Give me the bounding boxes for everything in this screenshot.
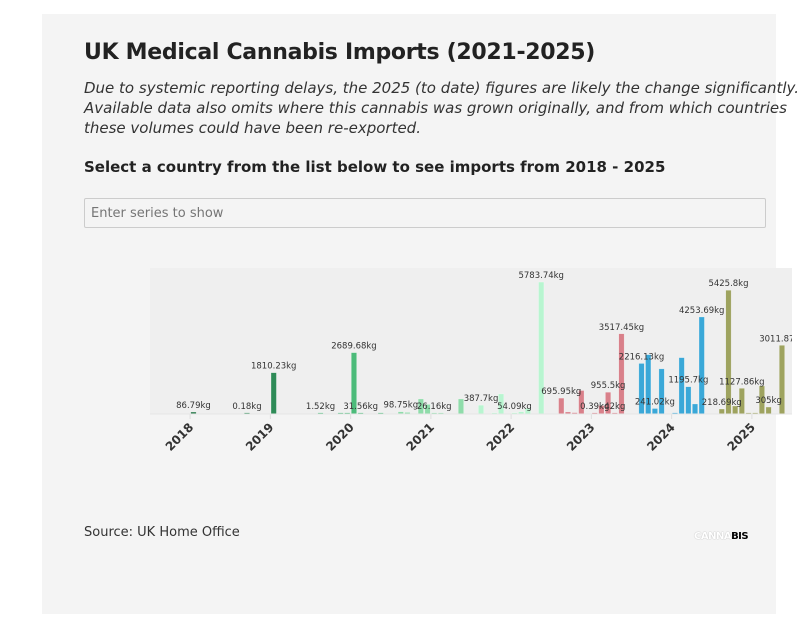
- data-label: 955.5kg: [591, 381, 626, 391]
- x-tick-label: 2025: [724, 420, 758, 454]
- data-label: 218.69kg: [702, 398, 742, 408]
- data-label: 0.18kg: [232, 402, 261, 412]
- page-title: UK Medical Cannabis Imports (2021-2025): [84, 40, 596, 65]
- logo: CANNABIS: [694, 531, 749, 542]
- subtitle-line: Due to systemic reporting delays, the 20…: [84, 79, 798, 97]
- bar-2021-m5[interactable]: [417, 398, 424, 414]
- bar-2024-m2[interactable]: [638, 363, 645, 414]
- bar-2021-m7[interactable]: [431, 412, 438, 414]
- data-label: 0.39kg: [580, 402, 609, 412]
- bar-2025-m4[interactable]: [732, 405, 739, 414]
- series-search-input[interactable]: [84, 198, 766, 228]
- data-label: 387.7kg: [464, 394, 499, 404]
- data-label: 3011.87kg: [759, 334, 798, 344]
- data-label: 1810.23kg: [251, 362, 296, 372]
- bar-2022-m11[interactable]: [538, 281, 545, 414]
- bar-2021-m2[interactable]: [397, 411, 404, 414]
- data-label: 2689.68kg: [331, 342, 376, 352]
- plot-area: [150, 268, 792, 414]
- source-note: Source: UK Home Office: [84, 525, 240, 540]
- data-label: 695.95kg: [541, 387, 581, 397]
- data-label: 5425.8kg: [708, 279, 748, 289]
- data-label: 98.75kg: [383, 401, 418, 411]
- bar-2022-m5[interactable]: [498, 393, 505, 414]
- data-label: 305kg: [755, 396, 782, 406]
- bar-2025-m9[interactable]: [765, 406, 772, 414]
- x-tick-label: 2018: [163, 420, 197, 454]
- x-tick-label: 2023: [564, 420, 598, 454]
- bar-2022-m9[interactable]: [524, 408, 531, 414]
- select-label: Select a country from the list below to …: [84, 158, 666, 176]
- bar-2025-m8[interactable]: [758, 385, 765, 414]
- bar-chart: 86.79kg 0.18kg 1810.23kg 1.52kg 2689.68kg 31.…: [150, 268, 798, 454]
- bar-2024-m11[interactable]: [698, 316, 705, 414]
- bar-2022-m4[interactable]: [491, 412, 498, 414]
- bar-2023-m7[interactable]: [591, 412, 598, 414]
- bar-2023-m4[interactable]: [571, 412, 578, 414]
- bar-2025-m3[interactable]: [725, 289, 732, 414]
- bar-2025-m6[interactable]: [745, 412, 752, 414]
- bar-2020-m2[interactable]: [317, 412, 324, 414]
- bar-2024-m8[interactable]: [678, 357, 685, 414]
- bar-2022-m8[interactable]: [518, 411, 525, 414]
- data-label: 3517.45kg: [599, 323, 644, 333]
- bar-2019-m3[interactable]: [244, 412, 250, 414]
- bar-2025-m7[interactable]: [752, 412, 759, 414]
- data-label: 2216.13kg: [619, 352, 664, 362]
- bar-2024-m4[interactable]: [651, 408, 658, 414]
- data-label: 86.79kg: [176, 401, 211, 411]
- data-label: 54.09kg: [497, 402, 532, 412]
- bar-2020-m7[interactable]: [351, 352, 357, 414]
- data-label: 31.56kg: [343, 402, 378, 412]
- bar-2023-m2[interactable]: [558, 397, 565, 414]
- x-tick-label: 2021: [403, 420, 437, 454]
- bar-2024-m7[interactable]: [672, 412, 678, 414]
- data-label: 4253.69kg: [679, 306, 724, 316]
- bar-2024-m5[interactable]: [658, 368, 665, 414]
- data-label: 42kg: [604, 402, 625, 412]
- bar-2023-m10[interactable]: [611, 412, 618, 414]
- x-tick-label: 2019: [243, 420, 277, 454]
- x-tick-label: 2022: [484, 420, 518, 454]
- bar-2020-m8[interactable]: [357, 412, 364, 414]
- bar-2023-m5[interactable]: [578, 390, 585, 414]
- data-label: 26.16kg: [417, 402, 452, 412]
- bar-2021-m11[interactable]: [458, 398, 464, 414]
- subtitle-line: these volumes could have been re-exporte…: [84, 119, 421, 137]
- data-label: 5783.74kg: [518, 271, 563, 281]
- bar-2020-m5[interactable]: [337, 412, 344, 414]
- bar-2024-m10[interactable]: [692, 403, 698, 414]
- data-label: 1195.7kg: [668, 376, 708, 386]
- subtitle: Due to systemic reporting delays, the 20…: [84, 78, 798, 138]
- bar-2021-m8[interactable]: [437, 412, 444, 414]
- bar-2024-m9[interactable]: [685, 386, 692, 414]
- chart-card: UK Medical Cannabis Imports (2021-2025) …: [42, 14, 798, 614]
- data-label: 241.02kg: [635, 398, 675, 408]
- bar-2024-m3[interactable]: [645, 354, 652, 414]
- bar-2025-m2[interactable]: [718, 408, 725, 414]
- subtitle-line: Available data also omits where this can…: [84, 99, 787, 117]
- bar-2023-m11[interactable]: [618, 333, 625, 414]
- data-label: 1127.86kg: [719, 377, 764, 387]
- bar-2020-m11[interactable]: [377, 412, 384, 414]
- bar-2019-m7[interactable]: [270, 372, 277, 414]
- data-label: 1.52kg: [306, 402, 335, 412]
- bar-2020-m6[interactable]: [344, 412, 351, 414]
- bar-2022-m2[interactable]: [478, 404, 484, 414]
- bar-2025-m11[interactable]: [779, 345, 785, 414]
- x-tick-label: 2020: [323, 420, 357, 454]
- x-tick-label: 2024: [644, 420, 678, 454]
